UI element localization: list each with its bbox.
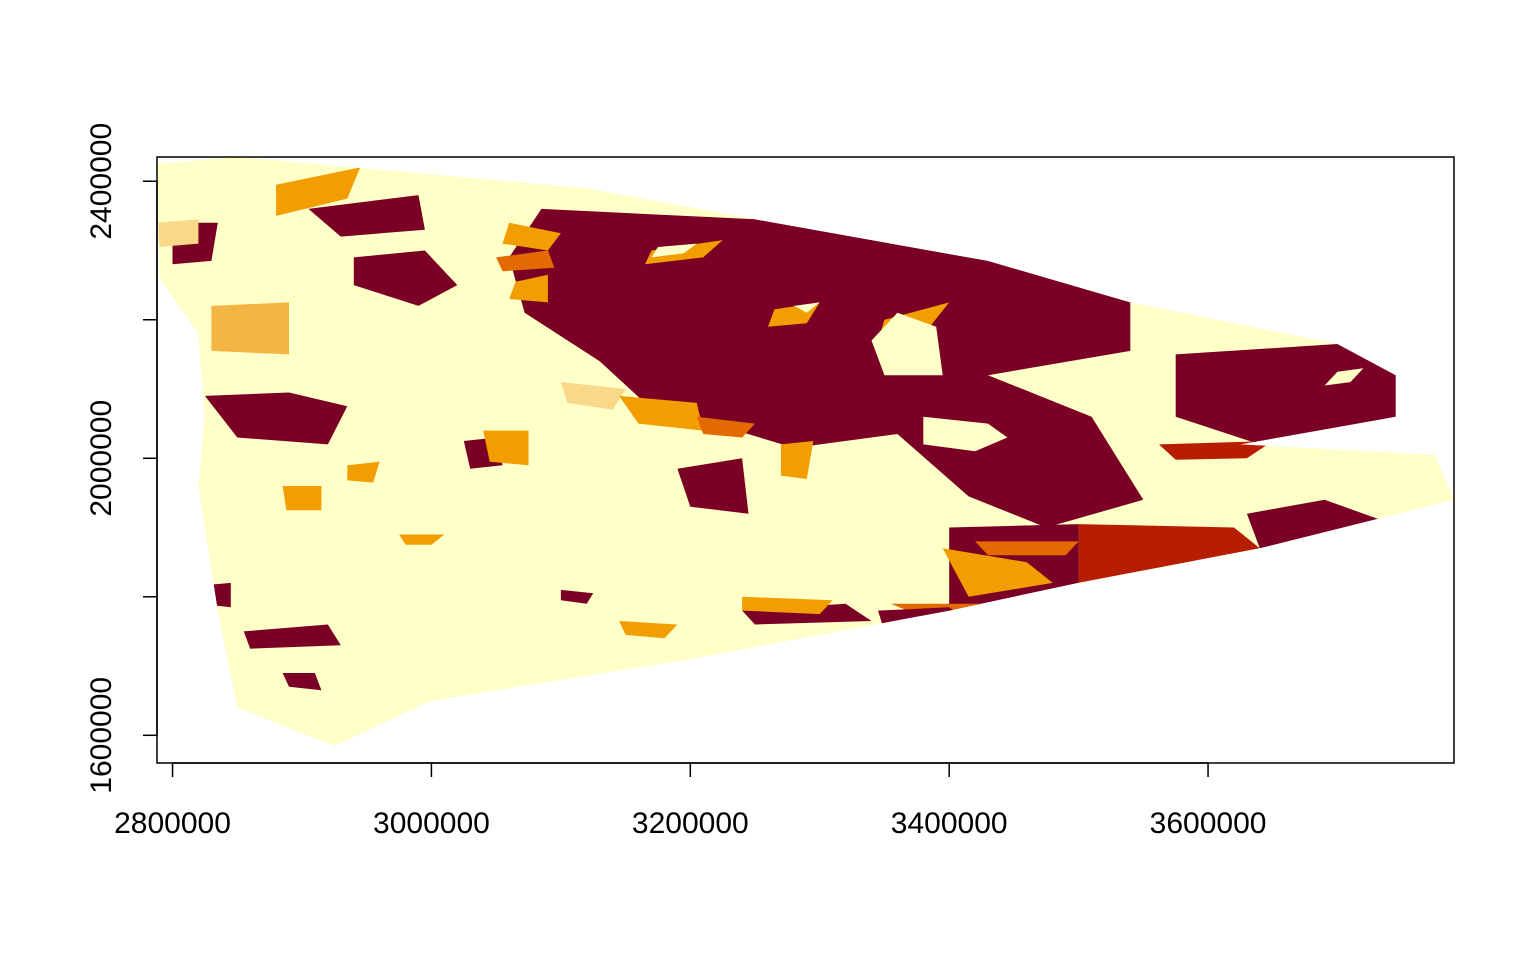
raster-zone-0	[509, 208, 1144, 528]
raster-zones	[157, 167, 1403, 691]
raster-zone-11	[353, 250, 458, 306]
raster-zone-16	[243, 624, 341, 649]
raster-zone-1	[1175, 344, 1396, 445]
raster-zone-35	[742, 596, 833, 615]
raster-zone-36	[975, 541, 1079, 556]
raster-zone-20	[276, 167, 361, 216]
raster-zone-43	[1130, 299, 1183, 355]
raster-zone-38	[619, 621, 678, 639]
y-tick-label-2: 2000000	[85, 400, 118, 517]
raster-zone-28	[696, 416, 755, 438]
raster-zone-40	[399, 534, 445, 545]
x-tick-label-4: 3600000	[1150, 807, 1267, 840]
raster-zone-31	[282, 486, 322, 511]
raster-zone-22	[157, 219, 199, 247]
raster-zone-3	[1078, 524, 1260, 583]
y-tick-label-0: 1600000	[85, 677, 118, 794]
raster-zone-6	[942, 548, 1053, 597]
raster-zone-44	[923, 416, 1008, 452]
raster-zone-25	[496, 250, 555, 272]
y-tick-label-4: 2400000	[85, 123, 118, 240]
raster-zone-12	[204, 392, 348, 445]
raster-zone-45	[793, 302, 820, 313]
x-tick-label-0: 2800000	[114, 807, 231, 840]
raster-zone-27	[619, 395, 704, 431]
x-tick-label-2: 3200000	[632, 807, 749, 840]
x-tick-label-3: 3400000	[891, 807, 1008, 840]
raster-zone-41	[347, 461, 380, 483]
raster-zone-17	[282, 673, 322, 691]
raster-zone-47	[651, 243, 697, 258]
raster-zone-46	[1324, 368, 1364, 386]
raster-zone-2	[1158, 441, 1273, 460]
x-axis: 2800000 3000000 3200000 3400000 3600000	[114, 762, 1267, 840]
y-axis: 1600000 2000000 2400000	[85, 123, 158, 794]
raster-zone-19	[560, 589, 594, 604]
raster-zone-21	[211, 302, 289, 355]
raster-zone-24	[509, 274, 548, 303]
raster-zone-10	[308, 195, 425, 237]
raster-zone-42	[871, 312, 943, 376]
raster-zone-29	[483, 430, 529, 466]
raster-zone-30	[780, 441, 814, 479]
raster-zone-23	[502, 222, 561, 251]
raster-zone-26	[560, 382, 626, 410]
x-tick-label-1: 3000000	[373, 807, 490, 840]
raster-zone-14	[677, 458, 749, 514]
